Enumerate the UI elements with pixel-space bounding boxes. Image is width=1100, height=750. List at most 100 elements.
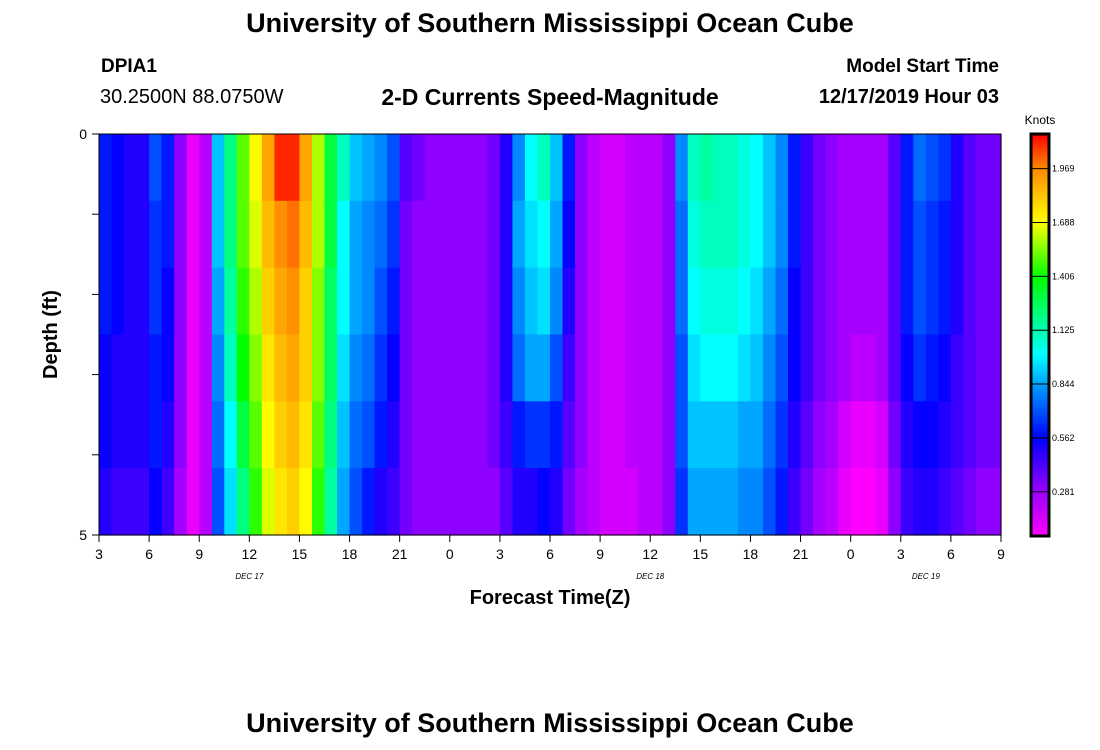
heatmap-cell bbox=[637, 134, 651, 202]
heatmap-cell bbox=[687, 200, 701, 269]
heatmap-cell bbox=[387, 200, 401, 269]
heatmap-cell bbox=[111, 401, 125, 469]
heatmap-cell bbox=[474, 267, 488, 336]
heatmap-cell bbox=[349, 134, 363, 202]
heatmap-cell bbox=[913, 134, 927, 202]
heatmap-cell bbox=[424, 401, 438, 469]
heatmap-cell bbox=[499, 200, 514, 269]
heatmap-cell bbox=[161, 334, 175, 402]
heatmap-cell bbox=[324, 267, 338, 336]
heatmap-cell bbox=[524, 267, 539, 336]
heatmap-cell bbox=[136, 267, 150, 336]
colorbar-tick-label: 0.844 bbox=[1052, 379, 1075, 389]
heatmap-cell bbox=[149, 468, 163, 536]
heatmap-cell bbox=[286, 267, 301, 336]
heatmap-cell bbox=[625, 267, 639, 336]
heatmap-cell bbox=[449, 468, 463, 536]
heatmap-cell bbox=[800, 200, 814, 269]
heatmap-cell bbox=[925, 134, 939, 202]
heatmap-cell bbox=[424, 468, 438, 536]
heatmap-cell bbox=[737, 334, 752, 402]
heatmap-cell bbox=[186, 468, 200, 536]
heatmap-cell bbox=[675, 401, 689, 469]
heatmap-cell bbox=[675, 334, 689, 402]
heatmap-cell bbox=[925, 401, 939, 469]
heatmap-cell bbox=[913, 468, 927, 536]
heatmap-cell bbox=[324, 200, 338, 269]
heatmap-cell bbox=[337, 267, 351, 336]
heatmap-cell bbox=[625, 334, 639, 402]
x-tick-label: 0 bbox=[847, 546, 855, 562]
heatmap-cell bbox=[788, 468, 802, 536]
heatmap-cell bbox=[224, 468, 238, 536]
heatmap-cell bbox=[687, 334, 701, 402]
heatmap-cell bbox=[712, 267, 726, 336]
heatmap-cell bbox=[261, 267, 275, 336]
heatmap-cell bbox=[825, 334, 839, 402]
heatmap-cell bbox=[888, 267, 902, 336]
heatmap-cell bbox=[900, 401, 914, 469]
heatmap-cell bbox=[374, 200, 388, 269]
heatmap-cell bbox=[124, 134, 138, 202]
heatmap-cell bbox=[825, 401, 839, 469]
heatmap-cell bbox=[437, 334, 451, 402]
heatmap-cell bbox=[813, 200, 827, 269]
heatmap-cell bbox=[750, 134, 764, 202]
heatmap-cell bbox=[725, 334, 739, 402]
heatmap-cell bbox=[374, 267, 388, 336]
heatmap-cell bbox=[925, 468, 939, 536]
heatmap-cell bbox=[249, 401, 263, 469]
heatmap-cell bbox=[186, 200, 200, 269]
heatmap-cell bbox=[662, 468, 676, 536]
heatmap-cell bbox=[863, 200, 877, 269]
heatmap-cell bbox=[725, 401, 739, 469]
heatmap-cell bbox=[775, 200, 789, 269]
heatmap-cell bbox=[99, 468, 113, 536]
heatmap-cell bbox=[537, 468, 551, 536]
heatmap-cell bbox=[675, 267, 689, 336]
heatmap-cell bbox=[199, 134, 213, 202]
heatmap-cell bbox=[512, 334, 526, 402]
heatmap-cell bbox=[687, 134, 701, 202]
heatmap-cell bbox=[211, 267, 225, 336]
heatmap-cell bbox=[650, 267, 664, 336]
heatmap-cell bbox=[286, 401, 301, 469]
heatmap-cell bbox=[625, 401, 639, 469]
heatmap-cell bbox=[888, 200, 902, 269]
heatmap-cell bbox=[499, 468, 514, 536]
heatmap-cell bbox=[813, 401, 827, 469]
heatmap-cell bbox=[437, 468, 451, 536]
heatmap-cell bbox=[612, 200, 626, 269]
x-tick-label: 6 bbox=[145, 546, 153, 562]
heatmap-cell bbox=[587, 401, 601, 469]
heatmap-cell bbox=[149, 267, 163, 336]
heatmap-cell bbox=[111, 267, 125, 336]
heatmap-cell bbox=[888, 334, 902, 402]
colorbar-ticks: 0.281 0.562 0.844 1.125 1.406 1.688 1.969 bbox=[1031, 164, 1075, 497]
heatmap-cell bbox=[913, 334, 927, 402]
heatmap-cell bbox=[600, 468, 614, 536]
heatmap-cell bbox=[211, 334, 225, 402]
x-tick-label: 3 bbox=[897, 546, 905, 562]
heatmap-cell bbox=[474, 401, 488, 469]
heatmap-cell bbox=[712, 334, 726, 402]
heatmap-cell bbox=[524, 401, 539, 469]
heatmap-cell bbox=[512, 200, 526, 269]
heatmap-cell bbox=[462, 468, 476, 536]
heatmap-cell bbox=[975, 267, 990, 336]
page-title: University of Southern Mississippi Ocean… bbox=[246, 8, 854, 38]
heatmap-cell bbox=[637, 468, 651, 536]
heatmap-cell bbox=[449, 200, 463, 269]
heatmap-cell bbox=[575, 401, 589, 469]
heatmap-cell bbox=[487, 134, 501, 202]
heatmap-cell bbox=[512, 134, 526, 202]
heatmap-cell bbox=[286, 468, 301, 536]
heatmap-cell bbox=[938, 401, 952, 469]
heatmap-cell bbox=[362, 267, 376, 336]
heatmap-cell bbox=[662, 401, 676, 469]
colorbar: Knots 0.281 0.562 0.844 1.125 1.406 1.688 1.96… bbox=[1025, 113, 1075, 538]
heatmap-cell bbox=[399, 401, 413, 469]
heatmap-cell bbox=[850, 200, 864, 269]
heatmap-cell bbox=[963, 267, 977, 336]
heatmap-cell bbox=[600, 267, 614, 336]
